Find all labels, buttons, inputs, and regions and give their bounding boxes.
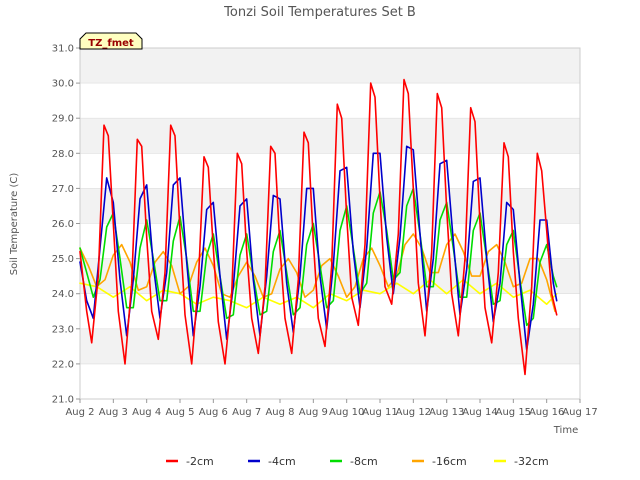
y-tick-label: 22.0: [52, 359, 74, 370]
series-line-32cm: [79, 278, 558, 309]
y-tick-label: 29.0: [52, 114, 74, 125]
grid-band: [80, 328, 580, 364]
legend-label: -16cm: [432, 455, 467, 468]
y-tick-label: 28.0: [52, 149, 74, 160]
y-tick-label: 24.0: [52, 289, 74, 300]
y-tick-label: 23.0: [52, 324, 74, 335]
grid-band: [80, 188, 580, 224]
x-axis-label: Time: [553, 425, 578, 436]
x-tick-label: Aug 11: [362, 407, 397, 418]
y-tick-label: 21.0: [52, 395, 74, 406]
x-tick-label: Aug 16: [529, 407, 564, 418]
x-tick-label: Aug 9: [299, 407, 328, 418]
x-tick-label: Aug 17: [562, 407, 597, 418]
x-tick-label: Aug 7: [232, 407, 261, 418]
chart-title: Tonzi Soil Temperatures Set B: [223, 5, 416, 20]
grid-band: [80, 153, 580, 189]
grid-band: [80, 83, 580, 119]
x-tick-label: Aug 4: [132, 407, 161, 418]
series-lines: [79, 78, 558, 376]
legend-label: -2cm: [186, 455, 214, 468]
annotation-label: TZ_fmet: [88, 38, 134, 49]
legend-label: -32cm: [514, 455, 549, 468]
x-tick-label: Aug 10: [329, 407, 364, 418]
x-tick-label: Aug 3: [99, 407, 128, 418]
y-tick-label: 27.0: [52, 184, 74, 195]
y-tick-label: 31.0: [52, 44, 74, 55]
y-tick-label: 30.0: [52, 79, 74, 90]
legend-label: -4cm: [268, 455, 296, 468]
x-tick-label: Aug 8: [265, 407, 294, 418]
legend-label: -8cm: [350, 455, 378, 468]
x-tick-label: Aug 5: [165, 407, 194, 418]
x-tick-label: Aug 15: [496, 407, 531, 418]
grid-band: [80, 363, 580, 399]
legend: -2cm -4cm -8cm -16cm -32cm: [166, 455, 549, 468]
y-tick-label: 26.0: [52, 219, 74, 230]
y-tick-label: 25.0: [52, 254, 74, 265]
series-line-2cm: [79, 78, 558, 376]
x-tick-label: Aug 14: [462, 407, 497, 418]
x-tick-label: Aug 6: [199, 407, 228, 418]
x-tick-label: Aug 12: [396, 407, 431, 418]
x-tick-label: Aug 13: [429, 407, 464, 418]
annotation-background: [79, 32, 143, 50]
x-axis: Aug 2 Aug 3 Aug 4 Aug 5 Aug 6 Aug 7 Aug 8 Aug 9…: [65, 399, 598, 418]
y-axis-label: Soil Temperature (C): [9, 173, 20, 276]
y-axis: 21.0 22.0 23.0 24.0 25.0 26.0 27.0 28.0 29.0 30.0…: [52, 44, 80, 406]
series-line-16cm: [79, 233, 556, 313]
grid-band: [80, 118, 580, 154]
grid-band: [80, 48, 580, 84]
x-tick-label: Aug 2: [65, 407, 94, 418]
annotation-box: TZ_fmet: [79, 32, 143, 50]
